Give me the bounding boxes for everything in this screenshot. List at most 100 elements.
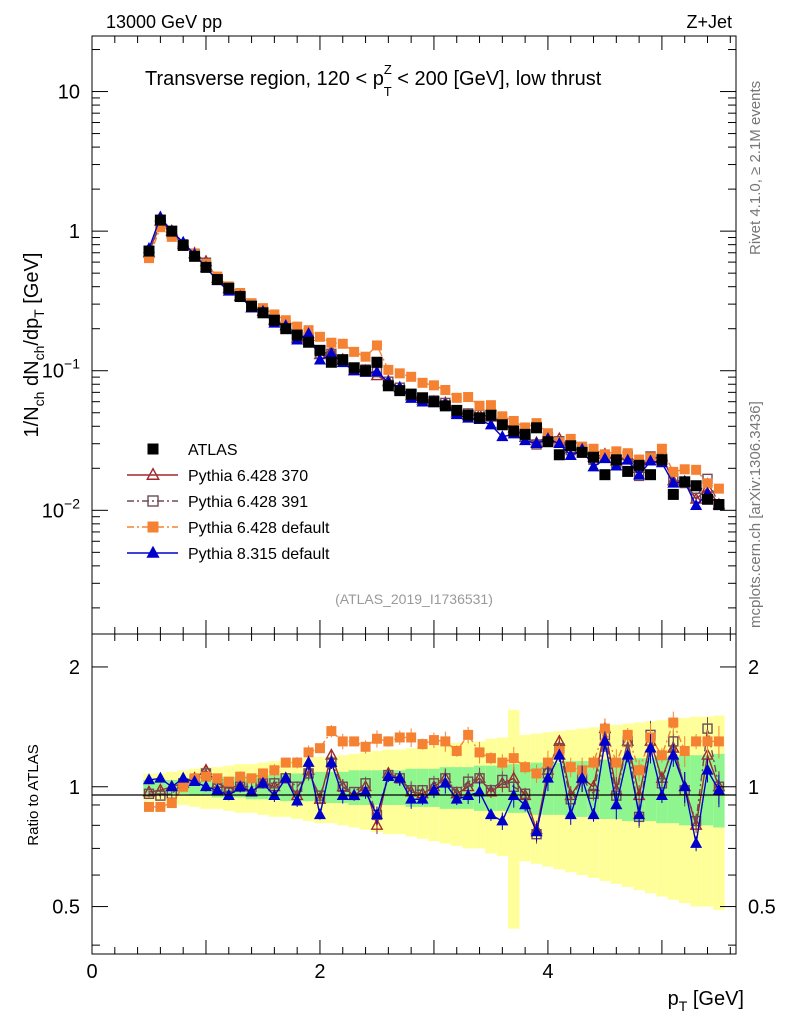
y-label-part: /dp	[21, 318, 43, 346]
atlas-data-point	[394, 385, 406, 397]
ratio-point	[450, 792, 463, 804]
ratio-band-inner	[280, 773, 292, 802]
axis-ticks	[91, 36, 736, 954]
data-point	[587, 460, 600, 472]
ratio-point	[337, 736, 348, 747]
plot-title-part: < 200 [GeV], low thrust	[392, 68, 602, 90]
ratio-point	[634, 765, 645, 776]
ratio-band-inner	[394, 770, 406, 805]
ratio-point	[610, 798, 623, 810]
ratio-point	[313, 792, 327, 804]
ratio-band-inner	[599, 759, 611, 819]
ratio-point	[667, 748, 680, 760]
ratio-point	[360, 741, 371, 752]
data-point	[644, 454, 657, 466]
atlas-data-point	[599, 469, 611, 481]
atlas-data-point	[576, 446, 588, 458]
data-point	[326, 337, 337, 348]
atlas-data-point	[485, 409, 497, 421]
mcplots-label: mcplots.cern.ch [arXiv:1306.3436]	[747, 401, 764, 628]
ratio-band-inner	[553, 762, 566, 815]
ratio-point	[702, 736, 713, 747]
atlas-data-point	[154, 214, 166, 226]
ratio-point	[508, 753, 519, 764]
atlas-data-point	[405, 388, 417, 400]
atlas-data-point	[360, 365, 372, 377]
ratio-point	[279, 771, 292, 783]
atlas-data-point	[417, 392, 429, 404]
ratio-band-inner	[382, 770, 395, 805]
ratio-point	[359, 785, 372, 797]
x-tick-label: 0	[86, 961, 97, 983]
atlas-data-point	[690, 480, 702, 492]
ratio-point	[234, 780, 247, 792]
ratio-point	[690, 836, 703, 848]
ratio-point	[269, 778, 280, 789]
ratio-point	[405, 792, 418, 804]
x-axis-label: pT [GeV]	[668, 988, 744, 1014]
legend-marker	[147, 495, 159, 507]
ratio-point	[177, 771, 190, 783]
ratio-point	[701, 763, 714, 775]
data-point	[691, 464, 702, 475]
ratio-point	[394, 732, 405, 743]
analysis-id-label: (ATLAS_2019_I1736531)	[335, 591, 493, 607]
data-point	[496, 430, 509, 442]
ratio-point	[314, 743, 325, 754]
ratio-band-inner	[371, 770, 383, 805]
data-point	[383, 364, 394, 375]
main-series	[142, 210, 726, 511]
x-label-sub: T	[679, 998, 688, 1014]
ratio-point	[713, 736, 724, 747]
atlas-data-point	[656, 454, 668, 466]
data-point	[406, 371, 417, 382]
ratio-point	[166, 798, 177, 809]
legend-label: Pythia 6.428 370	[188, 468, 308, 485]
plot-title-superscript: Z	[384, 62, 392, 77]
data-point	[484, 418, 497, 430]
data-point	[598, 452, 611, 464]
y-label-sub: ch	[31, 392, 47, 407]
atlas-data-point	[645, 469, 657, 481]
ratio-series	[142, 711, 726, 852]
y-label-sub: T	[31, 309, 47, 318]
legend-marker	[147, 443, 159, 455]
ratio-point	[291, 794, 304, 806]
ratio-point	[349, 736, 360, 747]
legend-label: Pythia 6.428 default	[188, 520, 330, 537]
data-point	[679, 464, 690, 475]
ratio-point	[678, 780, 691, 792]
atlas-data-point	[519, 428, 531, 440]
atlas-data-point	[348, 362, 360, 374]
ratio-point	[256, 776, 269, 788]
ratio-band-inner	[690, 755, 702, 826]
atlas-data-point	[223, 282, 235, 294]
y-tick-label-ratio-right: 0.5	[748, 897, 776, 919]
main-frame	[91, 35, 737, 635]
ratio-point	[712, 783, 725, 795]
atlas-data-point	[474, 412, 486, 424]
header-left: 13000 GeV pp	[106, 12, 222, 32]
y-tick-label-top: 10−1	[42, 356, 80, 383]
legend-marker	[147, 521, 159, 533]
ratio-point	[656, 750, 667, 761]
ratio-point	[485, 753, 496, 764]
atlas-data-point	[702, 493, 714, 505]
ratio-point	[633, 808, 646, 820]
ratio-point	[155, 801, 166, 812]
ratio-band-inner	[325, 771, 338, 804]
data-point	[508, 415, 519, 426]
ratio-point	[691, 736, 702, 747]
ratio-point	[325, 755, 338, 767]
atlas-data-point	[622, 465, 634, 477]
rivet-version-label: Rivet 4.1.0, ≥ 2.1M events	[747, 81, 764, 255]
ratio-point	[576, 771, 589, 783]
ratio-point	[246, 773, 257, 784]
ratio-point	[370, 818, 384, 830]
ratio-point	[587, 808, 600, 820]
ratio-band-inner	[667, 756, 680, 824]
atlas-data-point	[246, 300, 258, 312]
atlas-data-point	[439, 400, 451, 412]
ratio-point	[178, 781, 189, 792]
